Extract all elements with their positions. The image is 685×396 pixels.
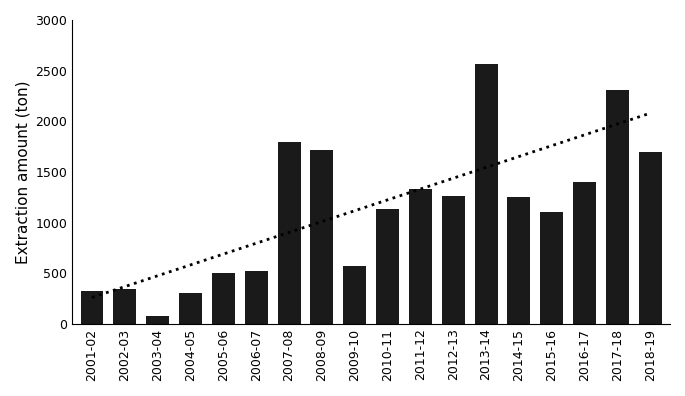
Bar	[310, 150, 334, 324]
Y-axis label: Extraction amount (ton): Extraction amount (ton)	[15, 80, 30, 264]
Bar	[212, 273, 235, 324]
Bar	[277, 141, 301, 324]
Bar	[540, 212, 563, 324]
Bar	[376, 209, 399, 324]
Bar	[573, 182, 596, 324]
Bar	[81, 291, 103, 324]
Bar	[343, 266, 366, 324]
Bar	[245, 271, 268, 324]
Bar	[113, 289, 136, 324]
Bar	[475, 63, 497, 324]
Bar	[508, 197, 530, 324]
Bar	[409, 189, 432, 324]
Bar	[146, 316, 169, 324]
Bar	[179, 293, 202, 324]
Bar	[442, 196, 464, 324]
Bar	[606, 90, 629, 324]
Bar	[639, 152, 662, 324]
